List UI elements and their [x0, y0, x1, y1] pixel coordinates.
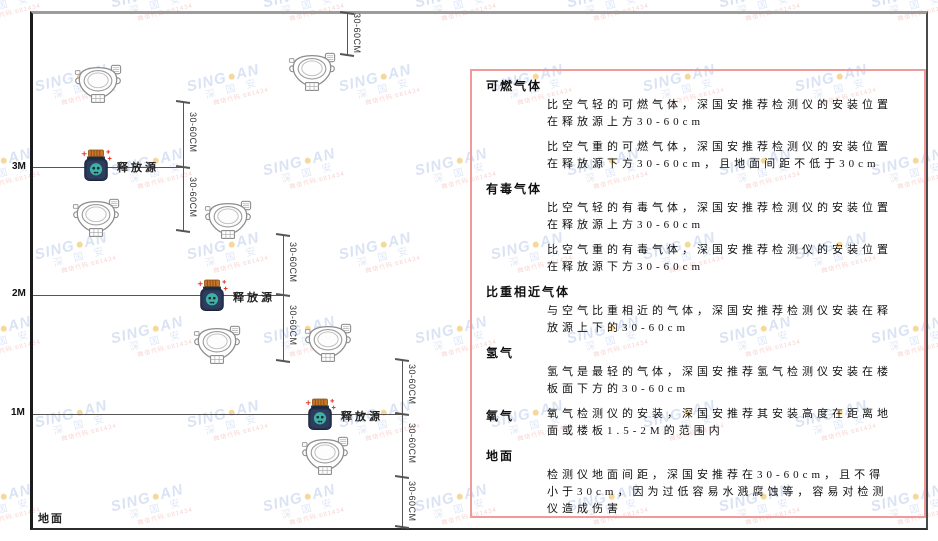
release-source: 释放源 — [304, 398, 380, 432]
section-heading: 氧气 — [486, 409, 515, 423]
release-source: 释放源 — [196, 279, 272, 313]
dimension-label: 30-60CM — [407, 364, 417, 405]
dimension-line — [402, 360, 403, 529]
release-source: 释放源 — [80, 149, 156, 183]
section-paragraph: 与空气比重相近的气体，深国安推荐检测仪安装在释放源上下的30-60cm — [547, 305, 892, 334]
dimension-line — [347, 13, 348, 56]
section-flammable-gas: 可燃气体 比空气轻的可燃气体，深国安推荐检测仪的安装位置在释放源上方30-60c… — [486, 78, 910, 173]
section-ground: 地面 检测仪地面间距，深国安推荐在30-60cm，且不得小于30cm，因为过低容… — [486, 448, 910, 516]
section-toxic-gas: 有毒气体 比空气轻的有毒气体，深国安推荐检测仪的安装位置在释放源上方30-60c… — [486, 181, 910, 276]
section-heading: 可燃气体 — [486, 79, 543, 93]
level-line-3m — [33, 167, 183, 168]
dimension-line — [283, 235, 284, 362]
section-heading: 有毒气体 — [486, 182, 543, 196]
section-paragraph: 检测仪地面间距，深国安推荐在30-60cm，且不得小于30cm，因为过低容易水溅… — [547, 469, 888, 515]
gas-detector-icon — [72, 198, 120, 238]
level-line-1m — [33, 414, 402, 415]
release-source-label: 释放源 — [233, 292, 275, 304]
room-outline — [30, 11, 928, 530]
gas-detector-icon — [74, 64, 122, 104]
section-heading: 氢气 — [486, 346, 515, 360]
gas-detector-icon — [304, 323, 352, 363]
dimension-label: 30-60CM — [407, 423, 417, 464]
section-hydrogen: 氢气 氢气是最轻的气体，深国安推荐氢气检测仪安装在楼板面下方的30-60cm — [486, 345, 910, 398]
recommendation-panel: 可燃气体 比空气轻的可燃气体，深国安推荐检测仪的安装位置在释放源上方30-60c… — [470, 69, 926, 518]
section-paragraph: 比空气轻的有毒气体，深国安推荐检测仪的安装位置在释放源上方30-60cm — [547, 202, 892, 231]
gas-detector-icon — [301, 436, 349, 476]
gas-detector-icon — [193, 325, 241, 365]
dimension-label: 30-60CM — [288, 242, 298, 283]
section-paragraph: 比空气轻的可燃气体，深国安推荐检测仪的安装位置在释放源上方30-60cm — [547, 99, 892, 128]
section-heading: 地面 — [486, 449, 515, 463]
dimension-label: 30-60CM — [352, 13, 362, 54]
gas-detector-icon — [288, 52, 336, 92]
height-label-2m: 2M — [12, 288, 26, 299]
release-source-icon — [196, 279, 228, 313]
section-heading: 比重相近气体 — [486, 285, 571, 299]
section-paragraph: 氧气检测仪的安装，深国安推荐其安装高度在距离地面或楼板1.5-2M的范围内 — [547, 408, 892, 437]
ground-label: 地面 — [38, 513, 64, 525]
dimension-label: 30-60CM — [188, 112, 198, 153]
release-source-icon — [80, 149, 112, 183]
height-label-1m: 1M — [11, 407, 25, 418]
release-source-label: 释放源 — [341, 411, 383, 423]
dimension-label: 30-60CM — [188, 177, 198, 218]
section-paragraph: 比空气重的可燃气体，深国安推荐检测仪的安装位置在释放源下方30-60cm，且地面… — [547, 141, 892, 170]
gas-detector-icon — [204, 200, 252, 240]
section-paragraph: 比空气重的有毒气体，深国安推荐检测仪的安装位置在释放源下方30-60cm — [547, 244, 892, 273]
level-line-2m — [33, 295, 283, 296]
dimension-label: 30-60CM — [407, 481, 417, 522]
section-oxygen: 氧气 氧气检测仪的安装，深国安推荐其安装高度在距离地面或楼板1.5-2M的范围内 — [486, 406, 910, 440]
release-source-label: 释放源 — [117, 162, 159, 174]
section-paragraph: 氢气是最轻的气体，深国安推荐氢气检测仪安装在楼板面下方的30-60cm — [547, 366, 892, 395]
release-source-icon — [304, 398, 336, 432]
dimension-label: 30-60CM — [288, 305, 298, 346]
height-label-3m: 3M — [12, 161, 26, 172]
section-similar-density-gas: 比重相近气体 与空气比重相近的气体，深国安推荐检测仪安装在释放源上下的30-60… — [486, 284, 910, 337]
